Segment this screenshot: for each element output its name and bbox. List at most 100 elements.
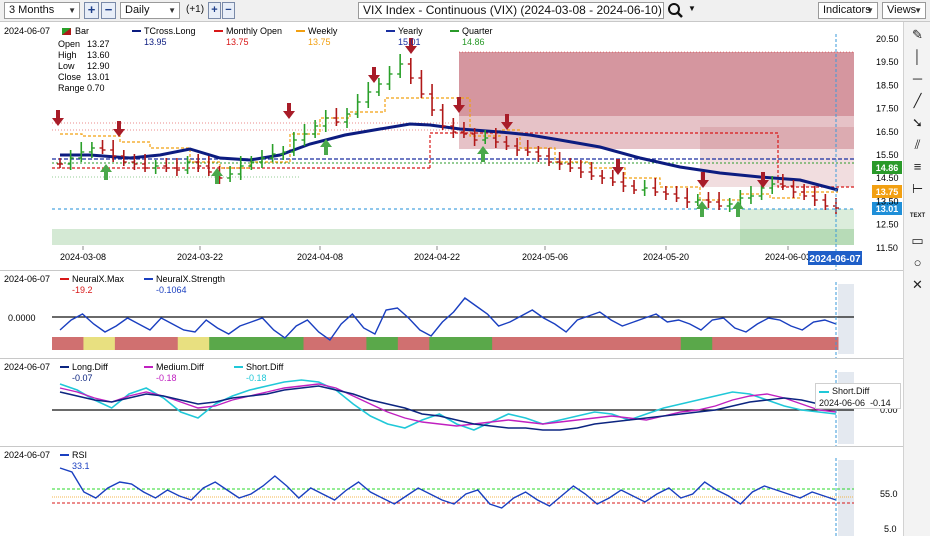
fibonacci-tool[interactable]: ≡	[907, 156, 928, 177]
price-chart[interactable]: 14.86 13.75 13.01 20.50 19.50 18.50 17.50 16.5…	[0, 22, 903, 270]
tooltip-swatch	[819, 390, 829, 393]
neurax-band-cell	[240, 337, 273, 350]
legend-name: Yearly	[398, 26, 423, 36]
diff-chart[interactable]: 2024-06-07 Long.Diff-0.07Medium.Diff-0.1…	[0, 358, 903, 446]
neurax-band-cell	[492, 337, 525, 350]
offset-decrease-button[interactable]: −	[222, 2, 235, 19]
legend-name: Monthly Open	[226, 26, 282, 36]
neurax-band-cell	[429, 337, 462, 350]
legend-name: RSI	[72, 450, 87, 460]
interval-select[interactable]: Daily ▼	[120, 2, 180, 19]
close-tool[interactable]: ✕	[907, 274, 928, 295]
resistance-zone-upper	[459, 52, 854, 116]
diagonal-line-tool[interactable]: ╱	[907, 90, 928, 111]
chevron-down-icon: ▼	[168, 6, 176, 15]
rectangle-icon: ▭	[911, 233, 924, 248]
price-tick: 19.50	[876, 57, 899, 67]
price-tick: 15.50	[876, 150, 899, 160]
date-tick: 2024-04-22	[414, 252, 460, 262]
legend-value: 33.1	[72, 461, 90, 471]
symbol-input[interactable]: VIX Index - Continuous (VIX) (2024-03-08…	[358, 2, 664, 19]
circle-tool[interactable]: ○	[907, 252, 928, 273]
neurax-band-cell	[114, 337, 147, 350]
sell-arrow	[697, 172, 709, 188]
buy-arrow	[211, 168, 223, 184]
neurax-band-cell	[555, 337, 587, 350]
price-tick: 11.50	[876, 243, 898, 253]
legend-name: Weekly	[308, 26, 338, 36]
vertical-line-tool[interactable]: │	[907, 46, 928, 67]
date-axis: 2024-03-08 2024-03-22 2024-04-08 2024-04-22…	[60, 246, 811, 262]
horizontal-line-tool[interactable]: ─	[907, 68, 928, 89]
range-select-label: 3 Months	[9, 4, 55, 16]
minus-icon: −	[104, 2, 113, 17]
date-tick: 2024-03-22	[177, 252, 223, 262]
legend-value: -0.1064	[156, 285, 187, 295]
ohlc-value: 0.70	[87, 83, 105, 93]
legend-value: 13.75	[226, 37, 249, 47]
sell-arrow	[757, 172, 769, 188]
neurax-band-cell	[366, 337, 399, 350]
drawing-toolbar: ✎ │ ─ ╱ ➘ ⫽ ≡ ⊢ TEXT ▭ ○ ✕	[903, 22, 930, 536]
search-button[interactable]	[667, 1, 685, 20]
offset-increase-button[interactable]: +	[208, 2, 221, 19]
measure-tool[interactable]: ⊢	[907, 178, 928, 199]
legend-name: Long.Diff	[72, 362, 108, 372]
price-bars	[57, 54, 839, 214]
neurax-band-cell	[272, 337, 305, 350]
date-tick: 2024-05-06	[522, 252, 568, 262]
indicators-button[interactable]: Indicators ▼	[818, 2, 878, 19]
views-button[interactable]: Views ▼	[882, 2, 926, 19]
pencil-tool[interactable]: ✎	[907, 24, 928, 45]
chevron-down-icon[interactable]: ▼	[688, 4, 696, 13]
price-tick: 18.50	[876, 80, 899, 90]
legend-name: NeuralX.Strength	[156, 274, 225, 284]
range-select[interactable]: 3 Months ▼	[4, 2, 80, 19]
sell-arrow	[501, 114, 513, 130]
plus-icon: +	[87, 2, 96, 17]
neurax-band-cell	[775, 337, 808, 350]
diff-legend: Long.Diff-0.07Medium.Diff-0.18Short.Diff…	[60, 362, 284, 383]
sell-arrow	[453, 97, 465, 113]
ohlc-label: High	[58, 50, 77, 60]
ohlc-values: Open 13.27 High 13.60 Low 12.90 Close 13.01Rang…	[58, 39, 110, 93]
legend-name: NeuralX.Max	[72, 274, 125, 284]
legend-name: Quarter	[462, 26, 493, 36]
neurax-legend: NeuralX.Max-19.2 NeuralX.Strength-0.1064	[60, 274, 225, 295]
support-zone-right	[740, 209, 854, 245]
price-flag-bg	[872, 161, 902, 174]
price-flag-bg	[872, 202, 902, 215]
measure-icon: ⊢	[911, 181, 924, 196]
legend-value: 15.01	[398, 37, 421, 47]
text-tool[interactable]: TEXT	[907, 202, 928, 223]
neurax-band-cell	[617, 337, 650, 350]
chevron-down-icon: ▼	[914, 6, 922, 15]
long-diff-line	[59, 385, 837, 431]
fibonacci-icon: ≡	[913, 159, 922, 174]
neurax-band-cell	[146, 337, 179, 350]
rectangle-tool[interactable]: ▭	[907, 230, 928, 251]
neurax-chart[interactable]: 2024-06-07 NeuralX.Max-19.2 NeuralX.Stren…	[0, 270, 903, 358]
text-tool-icon: TEXT	[909, 213, 926, 219]
price-tick: 14.50	[876, 173, 899, 183]
price-flag-bg	[872, 185, 902, 198]
minus-icon: −	[225, 4, 232, 16]
zoom-out-button[interactable]: −	[101, 2, 116, 19]
arrow-tool[interactable]: ➘	[907, 112, 928, 133]
neurax-band-cell	[83, 337, 116, 350]
legend-value: -0.18	[246, 373, 267, 383]
neurax-band-cell	[397, 337, 430, 350]
circle-icon: ○	[913, 255, 922, 270]
channel-tool[interactable]: ⫽	[907, 134, 928, 155]
rsi-tick-upper: 55.0	[880, 489, 898, 499]
ohlc-label: Open	[58, 39, 80, 49]
sell-arrow	[368, 67, 380, 83]
hover-tooltip: Short.Diff 2024-06-06 -0.14	[815, 383, 901, 409]
date-tick: 2024-03-08	[60, 252, 106, 262]
zoom-in-button[interactable]: +	[84, 2, 99, 19]
tcross-long-line	[60, 122, 839, 192]
price-tick: 12.50	[876, 220, 899, 230]
